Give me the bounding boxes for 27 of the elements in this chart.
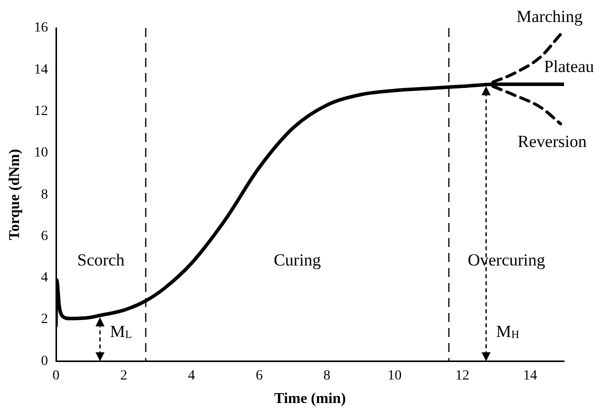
y-tick-label: 0	[41, 354, 48, 369]
x-tick-label: 2	[120, 368, 128, 384]
x-tick-label: 4	[188, 368, 195, 384]
x-tick-label: 12	[455, 368, 470, 384]
y-tick-label: 16	[34, 20, 48, 36]
annotation: Overcuring	[468, 250, 546, 270]
x-tick-label: 14	[523, 368, 538, 384]
x-axis-title: Time (min)	[274, 390, 346, 407]
annotation: Scorch	[77, 250, 125, 270]
y-tick-label: 10	[34, 146, 48, 161]
y-tick-label: 2	[41, 312, 48, 328]
x-tick-label: 10	[388, 368, 402, 384]
y-tick-label: 8	[41, 187, 48, 202]
y-axis-title: Torque (dNm)	[6, 148, 23, 240]
y-tick-label: 12	[34, 104, 48, 119]
annotation: Curing	[274, 250, 322, 270]
series-label: Reversion	[518, 132, 588, 151]
series-label: Marching	[516, 7, 584, 26]
series-label: Plateau	[544, 57, 594, 76]
x-tick-label: 8	[323, 368, 330, 384]
y-tick-label: 14	[34, 62, 48, 78]
y-tick-label: 4	[41, 270, 48, 286]
x-tick-label: 6	[256, 368, 263, 384]
x-tick-label: 0	[52, 368, 60, 384]
annotation: ML	[110, 322, 132, 342]
annotation: MH	[496, 322, 520, 342]
y-tick-label: 6	[41, 228, 48, 244]
